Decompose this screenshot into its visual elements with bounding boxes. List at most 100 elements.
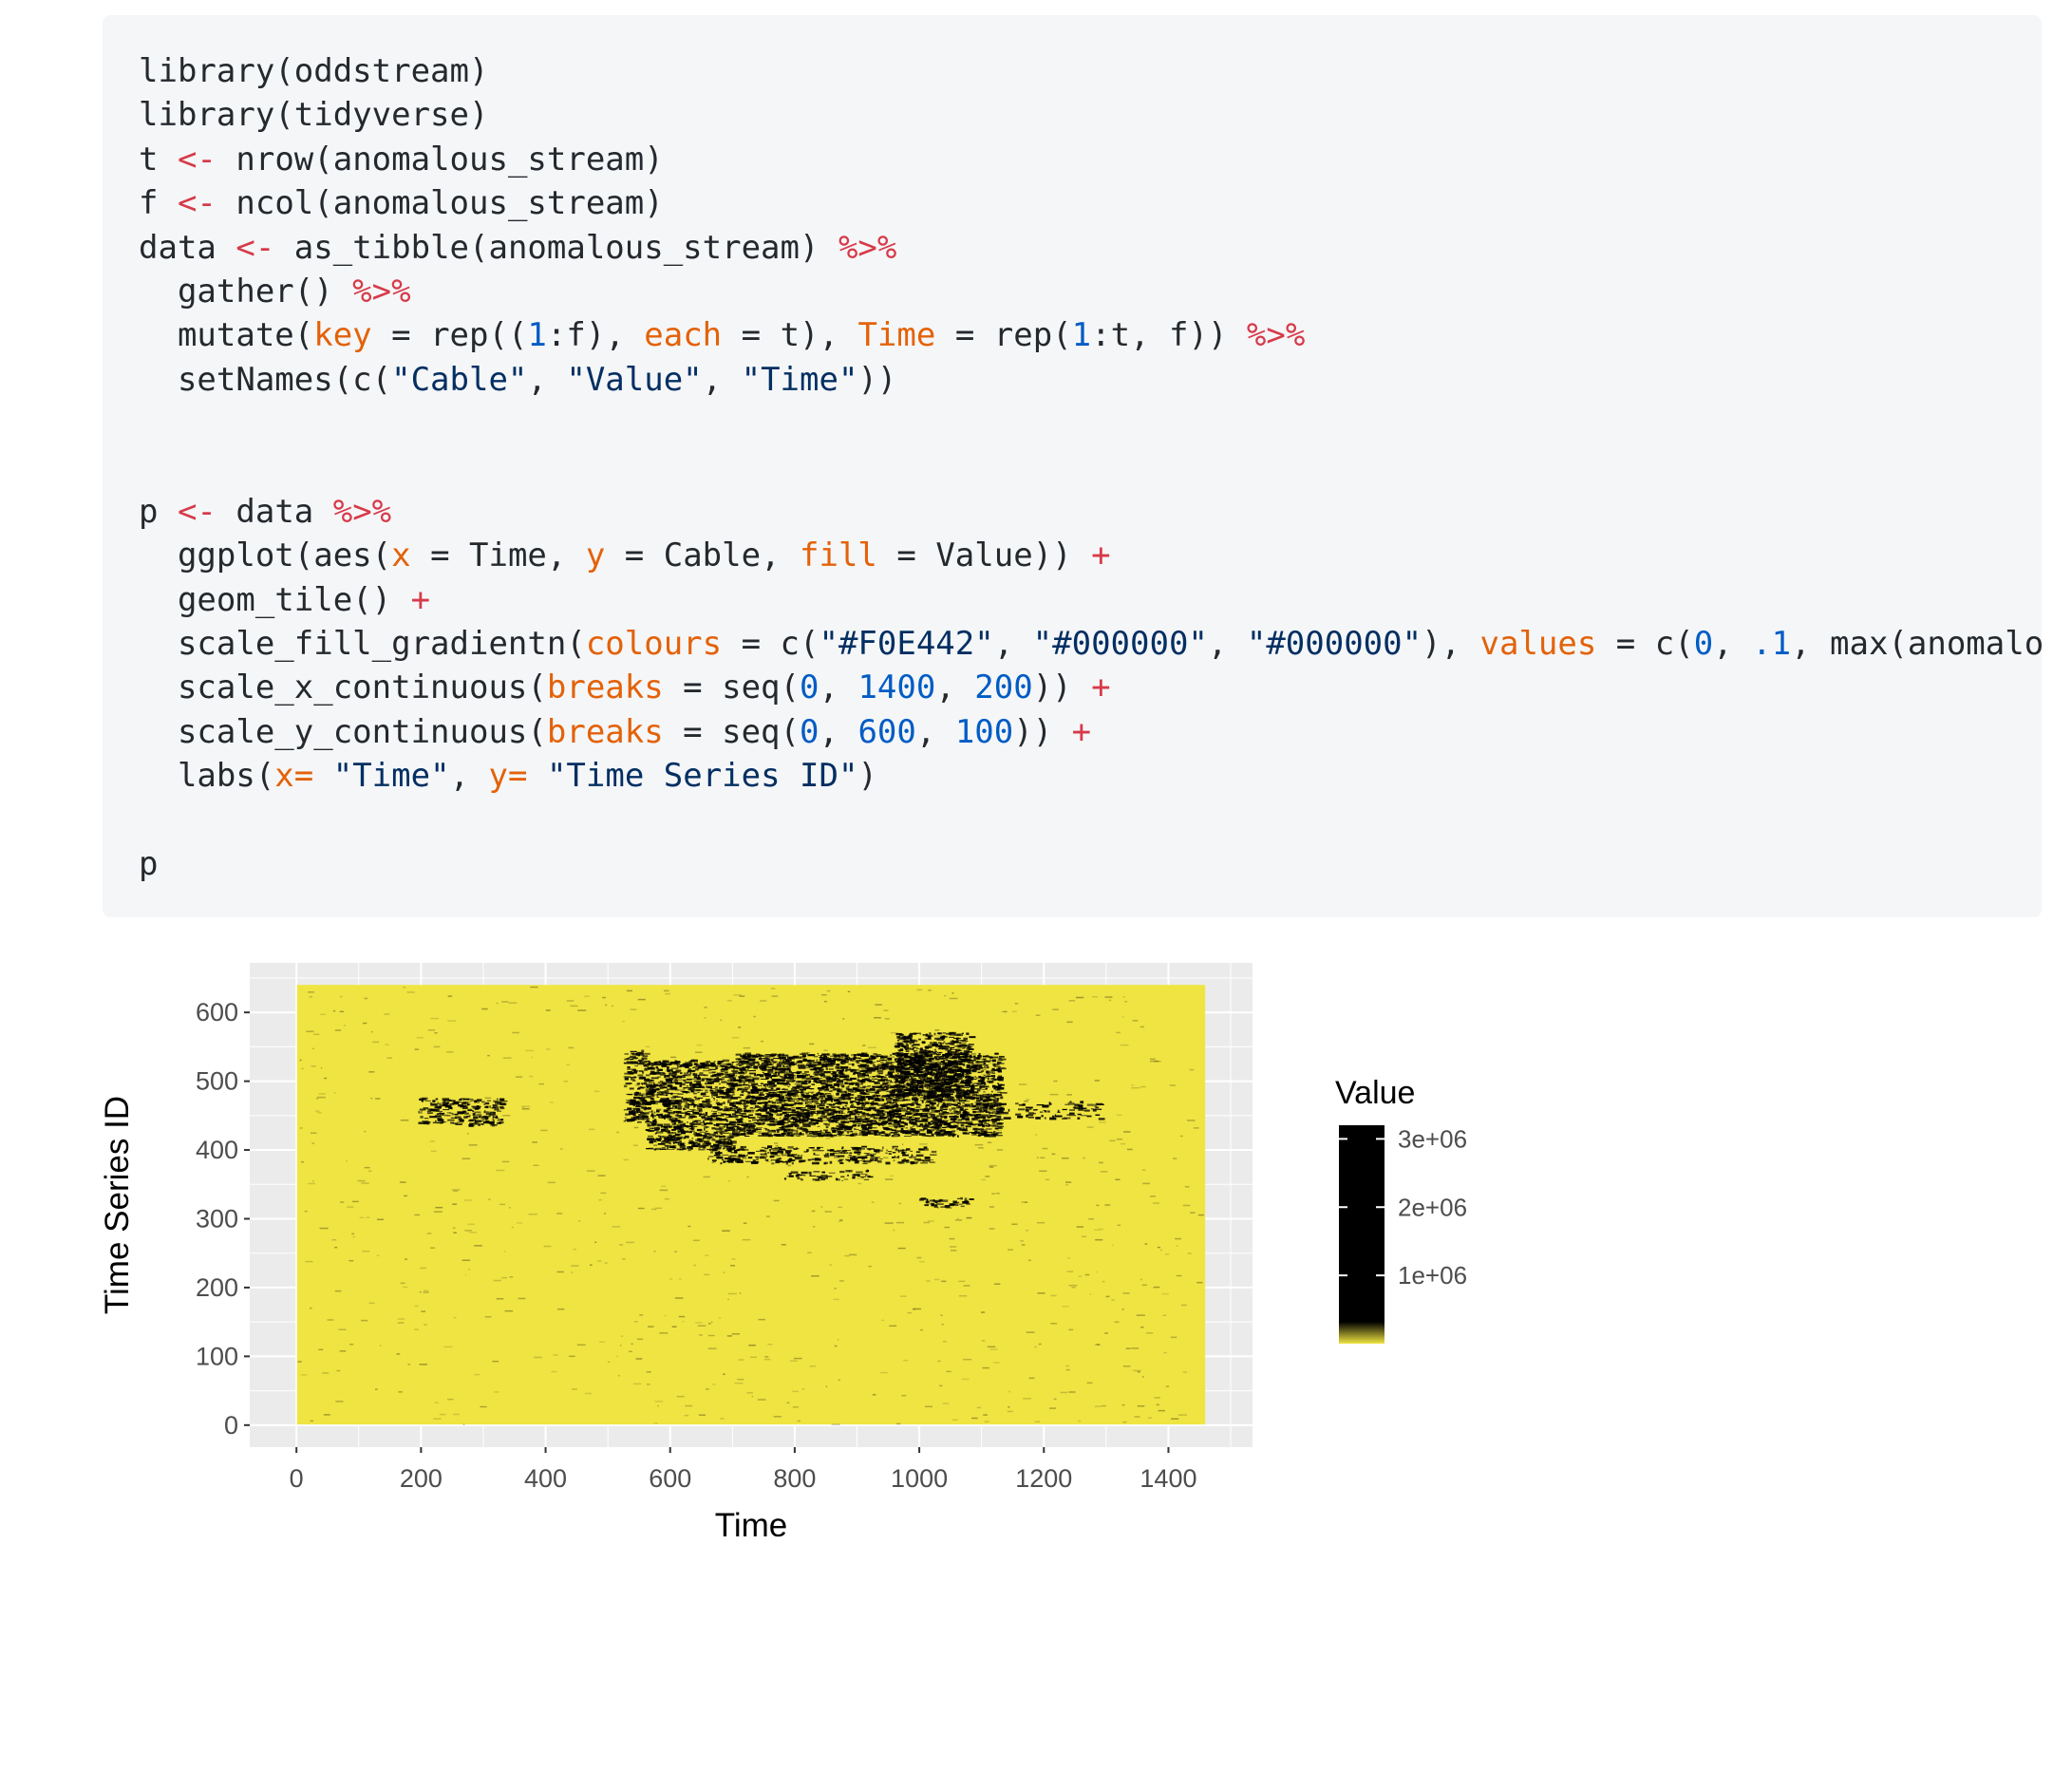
heatmap-tile [741, 1080, 746, 1083]
code-token: "#000000" [1032, 625, 1208, 664]
heatmap-tile [726, 1136, 734, 1139]
heatmap-tile [988, 1095, 994, 1098]
heatmap-tile [784, 1111, 790, 1114]
heatmap-tile [723, 1146, 730, 1149]
heatmap-tile [480, 1116, 487, 1118]
code-token: mutate( [139, 316, 314, 355]
heatmap-tile [914, 1107, 918, 1109]
heatmap-tile [474, 1100, 482, 1102]
heatmap-tile [898, 1035, 907, 1037]
heatmap-tile [990, 1056, 999, 1059]
code-line: t <- nrow(anomalous_stream) [139, 138, 2042, 181]
heatmap-tile [754, 1086, 758, 1090]
heatmap-tile [740, 1094, 744, 1096]
heatmap-tile [634, 1095, 640, 1097]
heatmap-tile [791, 1130, 797, 1132]
heatmap-tile [773, 1061, 777, 1064]
heatmap-tile [857, 1119, 862, 1120]
heatmap-tile [883, 1102, 888, 1105]
heatmap-tile [942, 1106, 949, 1108]
heatmap-tile [671, 1104, 678, 1108]
heatmap-tile [768, 1073, 772, 1076]
heatmap-tile [781, 1063, 783, 1064]
heatmap-tile [420, 1098, 426, 1101]
heatmap-tile [886, 1115, 890, 1118]
heatmap-tile [895, 1061, 902, 1063]
heatmap-tile [895, 1093, 901, 1095]
heatmap-tile [636, 1087, 641, 1090]
heatmap-tile [932, 1090, 937, 1092]
heatmap-tile [978, 1076, 986, 1079]
heatmap-tile [824, 1130, 828, 1133]
heatmap-tile [702, 1064, 709, 1067]
heatmap-tile [997, 1119, 1004, 1120]
heatmap-tile [679, 1129, 685, 1131]
heatmap-tile [916, 1125, 920, 1127]
heatmap-tile [923, 1093, 928, 1095]
heatmap-tile [944, 1091, 952, 1093]
heatmap-tile [468, 1124, 474, 1127]
heatmap-tile [861, 1124, 869, 1126]
heatmap-tile [627, 1068, 631, 1070]
heatmap-tile [647, 1090, 654, 1094]
heatmap-tile [831, 1073, 834, 1076]
heatmap-tile [928, 1113, 934, 1116]
heatmap-tile [851, 1103, 855, 1106]
heatmap-tile [890, 1085, 896, 1088]
heatmap-tile [791, 1077, 797, 1079]
heatmap-tile [710, 1118, 718, 1121]
heatmap-tile [787, 1100, 792, 1102]
heatmap-tile [685, 1082, 693, 1083]
heatmap-tile [894, 1115, 898, 1118]
heatmap-tile [879, 1084, 883, 1088]
heatmap-tile [903, 1095, 907, 1098]
heatmap-tile [921, 1112, 929, 1115]
heatmap-tile [755, 1113, 762, 1116]
heatmap-tile [782, 1057, 786, 1059]
heatmap-tile [662, 1060, 668, 1062]
code-token [527, 757, 546, 795]
heatmap-tile [808, 1091, 815, 1093]
heatmap-tile [746, 1077, 754, 1079]
heatmap-tile [945, 1056, 950, 1059]
heatmap-tile [645, 1103, 651, 1106]
heatmap-tile [986, 1096, 990, 1100]
heatmap-tile [822, 1075, 831, 1079]
heatmap-tile [826, 1133, 833, 1137]
heatmap-tile [660, 1136, 665, 1138]
heatmap-tile [925, 1081, 932, 1083]
heatmap-tile [624, 1078, 630, 1081]
heatmap-tile [726, 1087, 734, 1091]
heatmap-tile [872, 1075, 876, 1078]
heatmap-tile [884, 1063, 889, 1066]
heatmap-tile [775, 1072, 778, 1075]
heatmap-tile [914, 1131, 919, 1133]
heatmap-tile [693, 1080, 702, 1083]
heatmap-tile [977, 1071, 981, 1074]
heatmap-tile [796, 1091, 803, 1093]
heatmap-tile [867, 1097, 871, 1101]
heatmap-tile [851, 1082, 857, 1084]
heatmap-tile [886, 1112, 893, 1115]
heatmap-tile [926, 1104, 929, 1106]
heatmap-tile [951, 1058, 957, 1060]
heatmap-tile [830, 1072, 835, 1074]
heatmap-tile [956, 1092, 960, 1094]
heatmap-tile [949, 1110, 952, 1112]
heatmap-tile [689, 1123, 694, 1125]
heatmap-tile [837, 1098, 840, 1102]
heatmap-tile [785, 1059, 789, 1061]
heatmap-tile [468, 1120, 474, 1122]
heatmap-tile [989, 1115, 997, 1118]
heatmap-tile [845, 1069, 850, 1071]
heatmap-tile [650, 1100, 655, 1103]
heatmap-tile [657, 1093, 664, 1096]
heatmap-tile [701, 1086, 704, 1088]
heatmap-tile [949, 1112, 956, 1115]
heatmap-tile [899, 1080, 902, 1083]
heatmap-tile [845, 1114, 852, 1118]
heatmap-tile [814, 1102, 819, 1104]
code-line: labs(x= "Time", y= "Time Series ID") [139, 754, 2042, 798]
heatmap-tile [693, 1103, 698, 1106]
heatmap-tile [751, 1083, 759, 1085]
